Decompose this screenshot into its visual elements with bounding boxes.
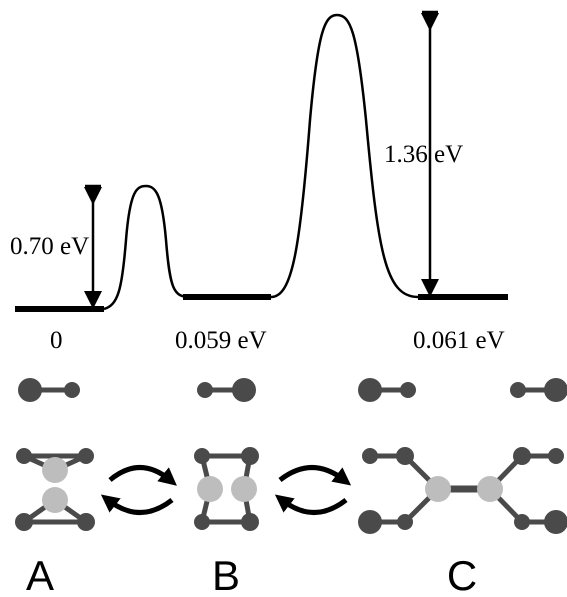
barrier-label: 1.36 eV	[384, 141, 463, 168]
barrier-label: 0.70 eV	[10, 233, 89, 260]
structure-c	[358, 447, 567, 534]
energy-curve	[104, 15, 418, 309]
state-label: A	[26, 552, 54, 597]
molecules-top	[18, 378, 567, 402]
level-label: 0	[50, 327, 63, 354]
structure-b	[194, 447, 259, 531]
state-label: B	[212, 552, 240, 597]
exchange-arrows	[108, 468, 346, 513]
state-label: C	[447, 552, 477, 597]
level-label: 0.061 eV	[413, 327, 505, 354]
energy-levels	[15, 297, 508, 309]
diagram: 0.70 eV 1.36 eV 0 0.059 eV 0.061 eV	[0, 0, 567, 597]
level-label: 0.059 eV	[175, 327, 267, 354]
structure-a	[15, 448, 95, 531]
page: 0.70 eV 1.36 eV 0 0.059 eV 0.061 eV	[0, 0, 567, 597]
